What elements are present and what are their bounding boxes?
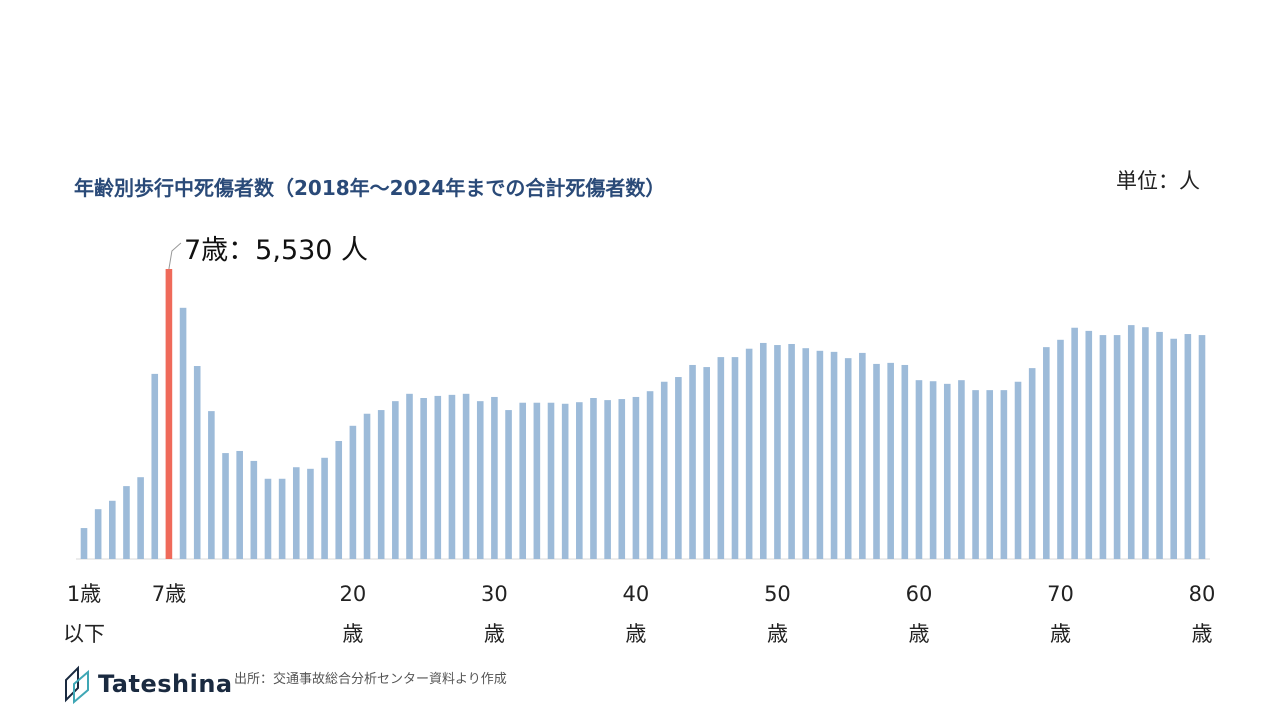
x-tick-label: 7歳 — [151, 582, 187, 606]
bar — [646, 391, 654, 559]
bar — [1142, 327, 1149, 559]
logo-icon — [65, 665, 89, 705]
bar — [250, 460, 258, 559]
bar — [1000, 390, 1008, 559]
bar — [236, 450, 243, 559]
bar — [1071, 327, 1078, 559]
bar — [462, 393, 470, 559]
bar — [887, 362, 894, 559]
bar — [901, 364, 909, 559]
bar — [420, 398, 427, 559]
bar — [307, 468, 314, 559]
bar — [80, 528, 88, 559]
annotation: 7歳：5,530 人 — [184, 235, 369, 266]
unit-label: 単位：人 — [1116, 169, 1200, 193]
x-tick-label: 1歳以下 — [63, 582, 105, 646]
bar — [1099, 335, 1107, 559]
bar — [590, 398, 597, 559]
bar — [491, 396, 498, 559]
bar — [873, 363, 880, 559]
bar — [745, 348, 753, 559]
bar — [222, 453, 229, 559]
bar — [363, 413, 371, 559]
chart-title: 年齢別歩行中死傷者数（2018年～2024年までの合計死傷者数） — [74, 176, 666, 200]
bar — [519, 402, 527, 559]
bar — [278, 478, 286, 559]
bar — [1170, 338, 1177, 559]
bar — [618, 399, 626, 559]
bar — [321, 457, 328, 559]
bar — [561, 403, 569, 559]
bar — [349, 425, 357, 559]
bar — [392, 401, 399, 559]
bar — [1085, 330, 1093, 559]
bar — [816, 350, 824, 559]
bar — [377, 410, 385, 559]
bar — [929, 381, 937, 559]
bar — [1057, 339, 1064, 559]
source-note: 出所：交通事故総合分析センター資料より作成 — [234, 672, 507, 687]
bar — [830, 351, 838, 559]
bar — [689, 364, 696, 559]
x-tick-label: 60歳 — [905, 582, 933, 646]
bar — [915, 380, 923, 559]
bar — [972, 390, 979, 559]
bar — [660, 381, 668, 559]
bar — [109, 500, 116, 559]
bar — [193, 366, 201, 559]
bar — [731, 357, 739, 559]
bar — [292, 467, 300, 559]
bar — [123, 486, 130, 559]
bar — [1113, 335, 1121, 559]
bar — [844, 358, 852, 559]
bar — [1198, 335, 1206, 559]
bar — [533, 402, 541, 559]
bar — [774, 345, 781, 559]
bar — [958, 380, 965, 559]
bar — [632, 396, 640, 559]
bar — [1184, 334, 1192, 559]
bar — [448, 394, 456, 559]
bar — [604, 400, 611, 559]
bar — [335, 441, 343, 559]
x-tick-label: 70歳 — [1047, 582, 1074, 646]
bar — [788, 343, 795, 559]
annotation-leader — [168, 242, 182, 270]
bar — [151, 373, 159, 559]
bar — [802, 348, 810, 559]
bar — [759, 342, 767, 559]
bar — [703, 367, 710, 559]
logo-text: Tateshina — [98, 670, 233, 698]
bar — [986, 390, 994, 559]
x-tick-label: 30歳 — [481, 582, 508, 646]
bar — [943, 383, 951, 559]
bar — [264, 478, 272, 559]
x-tick-label: 20歳 — [339, 582, 367, 646]
bar — [1156, 331, 1163, 559]
bar — [576, 402, 583, 559]
x-tick-label: 40歳 — [622, 582, 650, 646]
bar — [434, 395, 442, 559]
bar — [94, 509, 102, 559]
x-tick-label: 80歳 — [1188, 582, 1216, 646]
bar — [406, 393, 413, 559]
bar — [859, 352, 866, 559]
bar — [1127, 325, 1135, 559]
x-tick-label: 50歳 — [764, 582, 791, 646]
bar — [1043, 347, 1050, 559]
bar — [137, 477, 144, 559]
bar — [165, 269, 173, 559]
bar — [505, 410, 512, 559]
bar — [476, 401, 484, 559]
bar — [1028, 368, 1036, 559]
bar — [208, 411, 215, 559]
bar — [179, 307, 187, 559]
bar — [675, 377, 682, 559]
bar — [547, 402, 555, 559]
bar — [1014, 381, 1022, 559]
bar — [717, 357, 725, 559]
